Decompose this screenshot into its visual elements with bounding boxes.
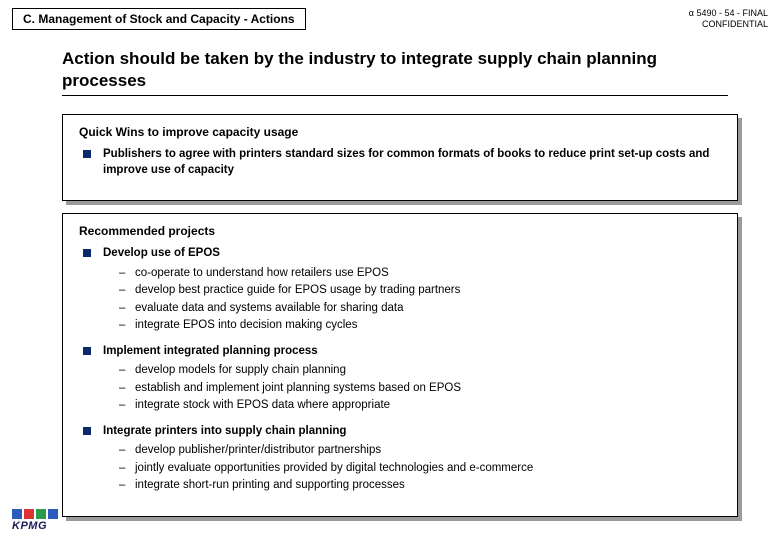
main-heading: Action should be taken by the industry t… bbox=[62, 48, 728, 96]
dash-item: develop best practice guide for EPOS usa… bbox=[119, 283, 721, 299]
doc-ref-line2: CONFIDENTIAL bbox=[689, 19, 768, 30]
dash-item: co-operate to understand how retailers u… bbox=[119, 266, 721, 282]
bullet-list: Publishers to agree with printers standa… bbox=[79, 147, 721, 178]
bullet-item: Publishers to agree with printers standa… bbox=[83, 147, 721, 178]
heading-wrap: Action should be taken by the industry t… bbox=[12, 48, 768, 114]
section-title-box: C. Management of Stock and Capacity - Ac… bbox=[12, 8, 306, 30]
dash-item: jointly evaluate opportunities provided … bbox=[119, 461, 721, 477]
logo-text: KPMG bbox=[12, 520, 58, 532]
document-id: α 5490 - 54 - FINAL CONFIDENTIAL bbox=[689, 8, 768, 30]
bullet-item: Integrate printers into supply chain pla… bbox=[83, 424, 721, 494]
logo-square bbox=[24, 509, 34, 519]
dash-item: integrate stock with EPOS data where app… bbox=[119, 398, 721, 414]
panel-title: Quick Wins to improve capacity usage bbox=[79, 125, 721, 139]
dash-item: evaluate data and systems available for … bbox=[119, 301, 721, 317]
logo-square bbox=[48, 509, 58, 519]
logo-square bbox=[12, 509, 22, 519]
bullet-title: Implement integrated planning process bbox=[103, 345, 318, 357]
panel-body: Quick Wins to improve capacity usage Pub… bbox=[62, 114, 738, 201]
bullet-list: Develop use of EPOS co-operate to unders… bbox=[79, 246, 721, 494]
dash-item: integrate EPOS into decision making cycl… bbox=[119, 318, 721, 334]
quick-wins-panel: Quick Wins to improve capacity usage Pub… bbox=[62, 114, 738, 201]
section-title: C. Management of Stock and Capacity - Ac… bbox=[23, 12, 295, 26]
bullet-title: Develop use of EPOS bbox=[103, 247, 220, 259]
logo-shapes bbox=[12, 509, 58, 519]
dash-item: integrate short-run printing and support… bbox=[119, 478, 721, 494]
kpmg-logo: KPMG bbox=[12, 509, 58, 532]
bullet-title: Integrate printers into supply chain pla… bbox=[103, 425, 346, 437]
dash-item: develop models for supply chain planning bbox=[119, 363, 721, 379]
recommended-projects-panel: Recommended projects Develop use of EPOS… bbox=[62, 213, 738, 517]
header-row: C. Management of Stock and Capacity - Ac… bbox=[12, 8, 768, 30]
dash-list: develop models for supply chain planning… bbox=[103, 363, 721, 414]
bullet-item: Develop use of EPOS co-operate to unders… bbox=[83, 246, 721, 334]
dash-item: establish and implement joint planning s… bbox=[119, 381, 721, 397]
dash-list: co-operate to understand how retailers u… bbox=[103, 266, 721, 334]
panel-title: Recommended projects bbox=[79, 224, 721, 238]
logo-square bbox=[36, 509, 46, 519]
dash-item: develop publisher/printer/distributor pa… bbox=[119, 443, 721, 459]
panel-body: Recommended projects Develop use of EPOS… bbox=[62, 213, 738, 517]
bullet-item: Implement integrated planning process de… bbox=[83, 344, 721, 414]
dash-list: develop publisher/printer/distributor pa… bbox=[103, 443, 721, 494]
doc-ref-line1: α 5490 - 54 - FINAL bbox=[689, 8, 768, 19]
